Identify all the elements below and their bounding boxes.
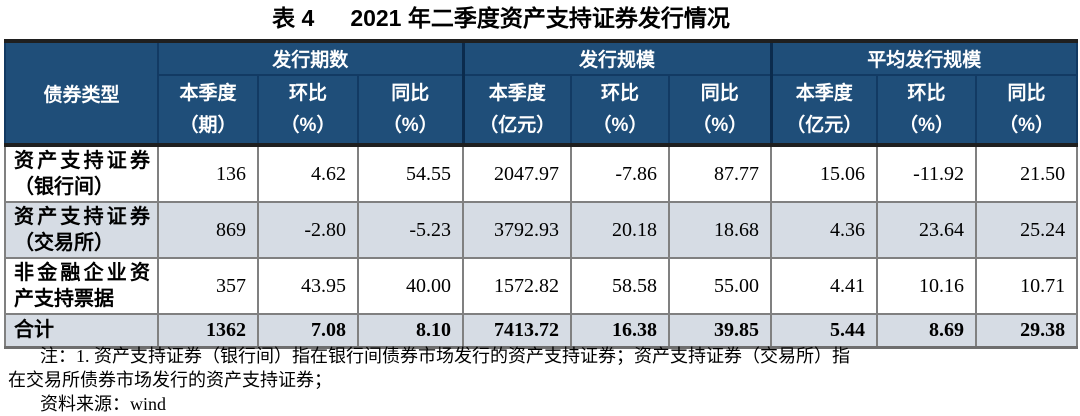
cell-value: 43.95 <box>257 257 359 315</box>
footnote-line-2: 在交易所债券市场发行的资产支持证券； <box>8 370 332 390</box>
cell-value: -5.23 <box>357 201 464 259</box>
table-row-abs-interbank: 资产支持证券（银行间） 136 4.62 54.55 2047.97 -7.86… <box>4 144 1079 203</box>
cell-value: 4.62 <box>257 144 359 203</box>
cell-value: 136 <box>157 144 259 203</box>
cell-value: 1572.82 <box>462 257 572 315</box>
subheader-scale-quarter: 本季度 （亿元） <box>461 74 572 147</box>
cell-value: 21.50 <box>975 144 1079 203</box>
group-header-issue-count: 发行期数 <box>157 40 464 76</box>
cell-value: 18.68 <box>667 201 773 259</box>
row-label: 非金融企业资产支持票据 <box>4 257 159 315</box>
corner-header-bond-type: 债券类型 <box>4 40 159 147</box>
cell-value: 5.44 <box>770 313 879 348</box>
cell-value: 15.06 <box>770 144 879 203</box>
group-header-issue-scale: 发行规模 <box>461 40 773 76</box>
cell-value: -11.92 <box>876 144 978 203</box>
footnotes: 注：1. 资产支持证券（银行间）指在银行间债券市场发行的资产支持证券；资产支持证… <box>8 344 1072 416</box>
table-title-tag: 表 4 <box>272 5 315 31</box>
cell-value: 8.69 <box>876 313 978 348</box>
cell-value: 25.24 <box>975 201 1079 259</box>
cell-value: 40.00 <box>357 257 464 315</box>
cell-value: 4.36 <box>770 201 879 259</box>
subheader-scale-mom: 环比 （%） <box>570 74 670 147</box>
cell-value: 869 <box>157 201 259 259</box>
cell-value: 10.71 <box>975 257 1079 315</box>
footnote-line-1: 注：1. 资产支持证券（银行间）指在银行间债券市场发行的资产支持证券；资产支持证… <box>40 346 850 366</box>
footnote-source: 资料来源：wind <box>40 394 166 414</box>
table-row-abn-nonfinancial: 非金融企业资产支持票据 357 43.95 40.00 1572.82 58.5… <box>4 257 1079 315</box>
table-row-total: 合计 1362 7.08 8.10 7413.72 16.38 39.85 5.… <box>4 313 1079 348</box>
subheader-avg-yoy: 同比 （%） <box>975 74 1079 147</box>
subheader-count-yoy: 同比 （%） <box>357 74 464 147</box>
cell-value: 58.58 <box>570 257 670 315</box>
subheader-scale-yoy: 同比 （%） <box>667 74 773 147</box>
subheader-count-quarter: 本季度 （期） <box>157 74 259 147</box>
cell-value: 16.38 <box>570 313 670 348</box>
cell-value: 2047.97 <box>462 144 572 203</box>
subheader-avg-mom: 环比 （%） <box>876 74 978 147</box>
table-row-abs-exchange: 资产支持证券（交易所） 869 -2.80 -5.23 3792.93 20.1… <box>4 201 1079 259</box>
cell-value: 357 <box>157 257 259 315</box>
cell-value: 4.41 <box>770 257 879 315</box>
table-title-text: 2021 年二季度资产支持证券发行情况 <box>350 5 730 31</box>
report-table: 债券类型 发行期数 发行规模 平均发行规模 本季度 （期） 环比 （%） 同比 … <box>4 39 1079 349</box>
cell-value: 39.85 <box>667 313 773 348</box>
cell-value: 23.64 <box>876 201 978 259</box>
header-sub-row: 本季度 （期） 环比 （%） 同比 （%） 本季度 （亿元） 环比 （%） 同比… <box>5 74 1079 147</box>
cell-value: 7413.72 <box>462 313 572 348</box>
cell-value: 55.00 <box>667 257 773 315</box>
cell-value: 7.08 <box>257 313 359 348</box>
cell-value: 54.55 <box>357 144 464 203</box>
cell-value: -7.86 <box>570 144 670 203</box>
subheader-count-mom: 环比 （%） <box>257 74 359 147</box>
cell-value: 87.77 <box>667 144 773 203</box>
row-label: 资产支持证券（银行间） <box>4 144 159 203</box>
header-group-row: 债券类型 发行期数 发行规模 平均发行规模 <box>4 40 1079 147</box>
cell-value: 3792.93 <box>462 201 572 259</box>
cell-value: -2.80 <box>257 201 359 259</box>
row-label: 资产支持证券（交易所） <box>4 201 159 259</box>
cell-value: 29.38 <box>975 313 1079 348</box>
cell-value: 8.10 <box>357 313 464 348</box>
row-label-total: 合计 <box>4 313 159 348</box>
cell-value: 1362 <box>157 313 259 348</box>
subheader-avg-quarter: 本季度 （亿元） <box>769 74 879 147</box>
group-header-avg-issue-scale: 平均发行规模 <box>769 40 1079 76</box>
cell-value: 20.18 <box>570 201 670 259</box>
cell-value: 10.16 <box>876 257 978 315</box>
table-title: 表 4 2021 年二季度资产支持证券发行情况 <box>0 1 1080 35</box>
